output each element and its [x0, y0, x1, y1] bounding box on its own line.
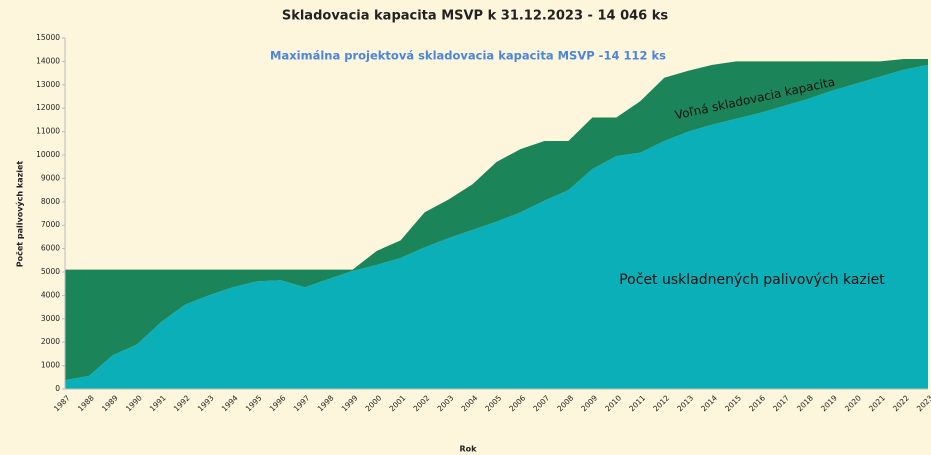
y-tick-label: 5000	[41, 267, 60, 276]
y-tick-label: 1000	[41, 361, 60, 370]
y-tick-label: 11000	[36, 127, 60, 136]
annotation: Maximálna projektová skladovacia kapacit…	[270, 49, 666, 63]
annotation: Počet uskladnených palivových kaziet	[619, 272, 885, 288]
y-tick-label: 10000	[36, 150, 60, 159]
y-tick-label: 0	[55, 384, 60, 393]
area	[65, 64, 928, 389]
area	[65, 59, 928, 381]
y-tick-label: 2000	[41, 337, 60, 346]
y-tick-label: 7000	[41, 220, 60, 229]
y-tick-label: 8000	[41, 197, 60, 206]
y-tick-label: 14000	[36, 56, 60, 65]
chart-title: Skladovacia kapacita MSVP k 31.12.2023 -…	[282, 9, 669, 24]
y-tick-label: 3000	[41, 314, 60, 323]
y-tick-label: 6000	[41, 244, 60, 253]
y-tick-label: 4000	[41, 290, 60, 299]
y-axis-label: Počet palivových kaziet	[15, 161, 25, 268]
x-axis-label: Rok	[460, 445, 478, 454]
y-tick-label: 12000	[36, 103, 60, 112]
y-tick-label: 9000	[41, 173, 60, 182]
y-tick-label: 13000	[36, 80, 60, 89]
y-tick-label: 15000	[36, 33, 60, 42]
